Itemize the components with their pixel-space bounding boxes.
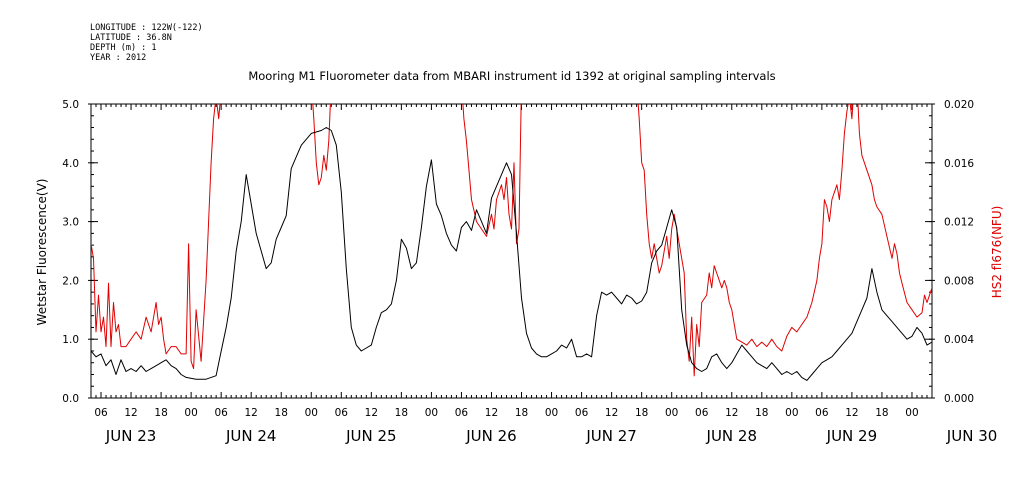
left-y-tick-label: 5.0 bbox=[62, 99, 79, 111]
x-hour-tick-label: 12 bbox=[725, 407, 738, 419]
x-hour-tick-label: 06 bbox=[455, 407, 469, 419]
right-axis-label: HS2 fl676(NFU) bbox=[990, 206, 1004, 299]
header-latitude: LATITUDE : 36.8N bbox=[90, 33, 172, 43]
plot-area: 06 12 18 00 06 12 18 00 06 12 18 00 06 12 18 00 06 12 18 00… bbox=[62, 99, 997, 445]
x-hour-tick-label: 12 bbox=[124, 407, 137, 419]
x-hour-tick-label: 18 bbox=[275, 407, 288, 419]
right-y-tick-label: 0.008 bbox=[944, 275, 974, 287]
x-day-label: JUN 29 bbox=[826, 427, 877, 445]
left-y-tick-label: 3.0 bbox=[62, 217, 79, 229]
x-hour-tick-label: 00 bbox=[305, 407, 318, 419]
left-y-tick-label: 0.0 bbox=[62, 393, 79, 405]
x-hour-tick-label: 12 bbox=[485, 407, 498, 419]
x-hour-tick-label: 00 bbox=[785, 407, 798, 419]
right-y-tick-label: 0.004 bbox=[944, 334, 974, 346]
header-year: YEAR : 2012 bbox=[90, 53, 146, 63]
series-group bbox=[91, 104, 932, 381]
x-hour-tick-label: 12 bbox=[365, 407, 378, 419]
header-longitude: LONGITUDE : 122W(-122) bbox=[90, 23, 203, 33]
x-hour-tick-label: 18 bbox=[515, 407, 528, 419]
x-hour-tick-label: 06 bbox=[94, 407, 108, 419]
x-hour-tick-label: 12 bbox=[605, 407, 618, 419]
x-hour-tick-label: 12 bbox=[245, 407, 258, 419]
right-y-tick-label: 0.016 bbox=[944, 158, 974, 170]
header-depth: DEPTH (m) : 1 bbox=[90, 43, 157, 53]
x-hour-tick-label: 00 bbox=[905, 407, 918, 419]
x-hour-tick-label: 18 bbox=[635, 407, 648, 419]
x-day-label: JUN 25 bbox=[345, 427, 396, 445]
x-day-label: JUN 26 bbox=[465, 427, 516, 445]
left-axis-label: Wetstar Fluorescence(V) bbox=[35, 179, 49, 326]
chart-title: Mooring M1 Fluorometer data from MBARI i… bbox=[248, 69, 775, 83]
x-day-label: JUN 23 bbox=[105, 427, 156, 445]
header-metadata: LONGITUDE : 122W(-122) LATITUDE : 36.8N … bbox=[90, 23, 203, 63]
x-day-label: JUN 24 bbox=[225, 427, 276, 445]
x-hour-tick-label: 18 bbox=[875, 407, 888, 419]
x-hour-tick-label: 18 bbox=[154, 407, 167, 419]
x-day-label: JUN 30 bbox=[946, 427, 997, 445]
x-hour-tick-label: 06 bbox=[575, 407, 589, 419]
plot-frame bbox=[90, 103, 933, 399]
left-y-tick-label: 4.0 bbox=[62, 158, 79, 170]
x-hour-tick-label: 06 bbox=[695, 407, 709, 419]
left-y-tick-label: 2.0 bbox=[62, 275, 79, 287]
x-hour-tick-label: 00 bbox=[425, 407, 438, 419]
x-hour-tick-label: 00 bbox=[665, 407, 678, 419]
right-y-tick-label: 0.020 bbox=[944, 99, 974, 111]
left-y-tick-label: 1.0 bbox=[62, 334, 79, 346]
x-hour-tick-label: 18 bbox=[755, 407, 768, 419]
x-day-label: JUN 27 bbox=[585, 427, 636, 445]
series-line-hs2-fl676 bbox=[91, 104, 932, 377]
x-hour-tick-label: 06 bbox=[335, 407, 349, 419]
series-line-wetstar-fluorescence bbox=[91, 127, 932, 381]
x-hour-tick-label: 00 bbox=[184, 407, 197, 419]
x-hour-tick-label: 06 bbox=[815, 407, 829, 419]
x-hour-tick-label: 18 bbox=[395, 407, 408, 419]
x-hour-tick-label: 00 bbox=[545, 407, 558, 419]
x-hour-tick-label: 12 bbox=[845, 407, 858, 419]
right-y-tick-label: 0.012 bbox=[944, 217, 974, 229]
x-hour-tick-label: 06 bbox=[214, 407, 228, 419]
right-y-tick-label: 0.000 bbox=[944, 393, 974, 405]
x-day-label: JUN 28 bbox=[706, 427, 757, 445]
